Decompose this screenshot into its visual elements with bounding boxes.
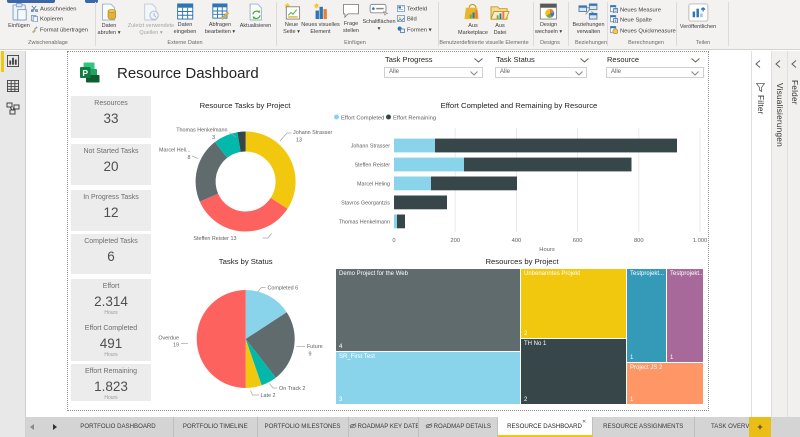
svg-text:Thomas Henkelmann: Thomas Henkelmann bbox=[339, 220, 390, 226]
svg-text:800: 800 bbox=[634, 238, 644, 244]
svg-text:Effort Remaining: Effort Remaining bbox=[393, 115, 436, 121]
svg-text:Marcel Heli...: Marcel Heli... bbox=[159, 148, 190, 154]
svg-text:Completed 6: Completed 6 bbox=[268, 286, 299, 292]
svg-text:Johann Strasser: Johann Strasser bbox=[293, 130, 332, 136]
svg-text:On Track 2: On Track 2 bbox=[279, 386, 305, 392]
svg-text:200: 200 bbox=[450, 238, 460, 244]
svg-text:13: 13 bbox=[296, 138, 302, 144]
svg-text:9: 9 bbox=[309, 352, 312, 358]
svg-text:8: 8 bbox=[188, 155, 191, 161]
svg-text:Stavros Georgantzis: Stavros Georgantzis bbox=[341, 201, 390, 207]
svg-text:1.000: 1.000 bbox=[693, 238, 708, 244]
svg-text:Johann Strasser: Johann Strasser bbox=[351, 144, 390, 150]
svg-text:Future: Future bbox=[307, 344, 323, 350]
svg-text:P: P bbox=[82, 68, 88, 78]
svg-text:3: 3 bbox=[212, 135, 215, 141]
svg-text:19: 19 bbox=[173, 343, 179, 349]
svg-text:Steffen Reister 13: Steffen Reister 13 bbox=[193, 236, 236, 242]
svg-text:Marcel Heling: Marcel Heling bbox=[357, 182, 390, 188]
svg-text:Thomas Henkelmann: Thomas Henkelmann bbox=[176, 128, 227, 134]
svg-text:Effort Completed: Effort Completed bbox=[341, 115, 384, 121]
svg-text:400: 400 bbox=[512, 238, 522, 244]
svg-text:600: 600 bbox=[573, 238, 583, 244]
svg-text:Overdue: Overdue bbox=[158, 336, 179, 342]
svg-text:0: 0 bbox=[392, 238, 395, 244]
svg-text:Late 2: Late 2 bbox=[261, 393, 276, 399]
svg-text:Hours: Hours bbox=[539, 247, 555, 253]
svg-text:Steffen Reister: Steffen Reister bbox=[354, 163, 390, 169]
